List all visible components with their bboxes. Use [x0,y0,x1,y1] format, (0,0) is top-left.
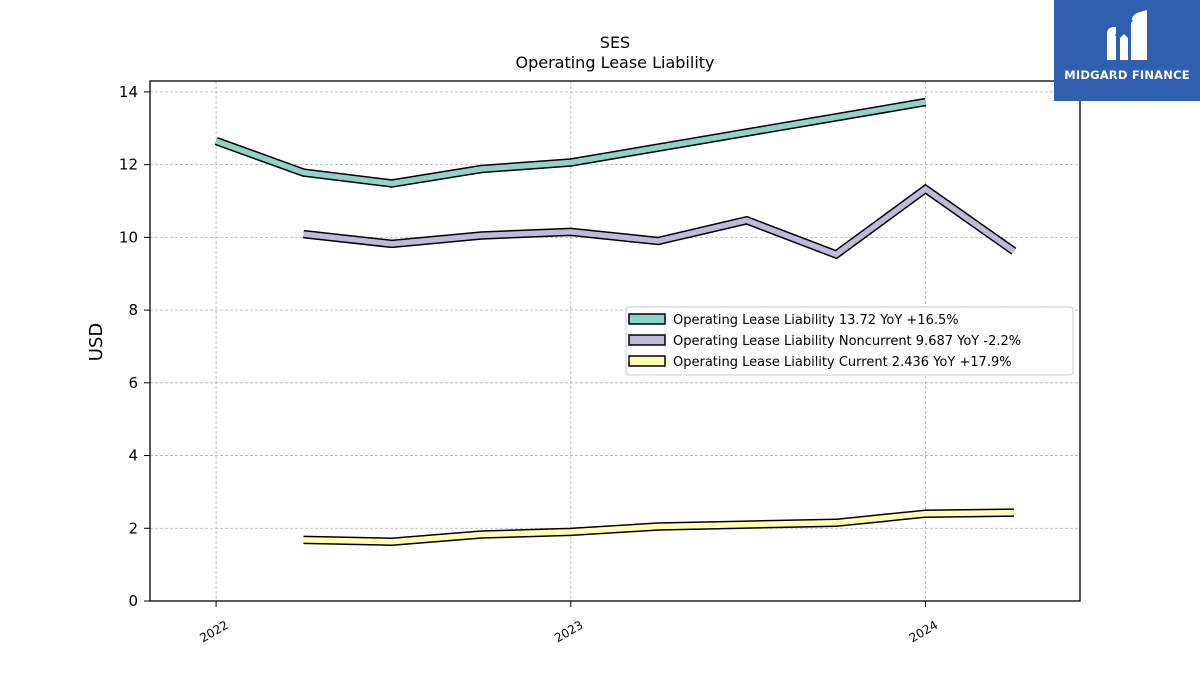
legend-swatch [628,313,666,325]
brand-logo: MIDGARD FINANCE [1054,0,1200,101]
legend-entry-label: Operating Lease Liability Noncurrent 9.6… [673,334,1021,349]
brand-name: MIDGARD FINANCE [1064,68,1190,82]
series-1-line [303,183,1017,260]
x-tick-label: 2024 [907,618,940,645]
series-line-fill [215,99,926,187]
series-0-line [214,97,927,188]
chart-subtitle: Operating Lease Liability [515,53,714,72]
y-tick-label: 8 [128,301,138,319]
y-tick-label: 2 [128,519,138,537]
y-tick-label: 14 [119,83,138,101]
y-tick-label: 0 [128,592,138,610]
y-tick-label: 6 [128,374,138,392]
chart-title: SES [600,33,630,52]
series-line-fill [303,509,1014,545]
series-2-line [303,508,1014,546]
x-tick-label: 2023 [552,618,585,645]
plot-area-frame [149,80,1081,602]
legend-swatch [628,355,666,367]
y-tick-label: 10 [119,228,138,246]
x-tick-label: 2022 [197,618,230,645]
y-axis-label: USD [86,323,107,361]
legend-entry-label: Operating Lease Liability 13.72 YoY +16.… [673,313,959,328]
y-tick-label: 12 [119,156,138,174]
midgard-m-logo-icon [1107,10,1147,60]
y-axis: 0 2 4 6 8 10 12 14 [119,83,150,610]
legend-swatch [628,334,666,346]
x-axis: 2022 2023 2024 [197,601,940,645]
series-lines [214,97,1017,546]
series-line-fill [303,185,1016,258]
y-tick-label: 4 [128,447,138,465]
legend-entry-label: Operating Lease Liability Current 2.436 … [673,355,1012,370]
legend: Operating Lease Liability 13.72 YoY +16.… [625,306,1074,376]
legend-box [625,306,1074,376]
